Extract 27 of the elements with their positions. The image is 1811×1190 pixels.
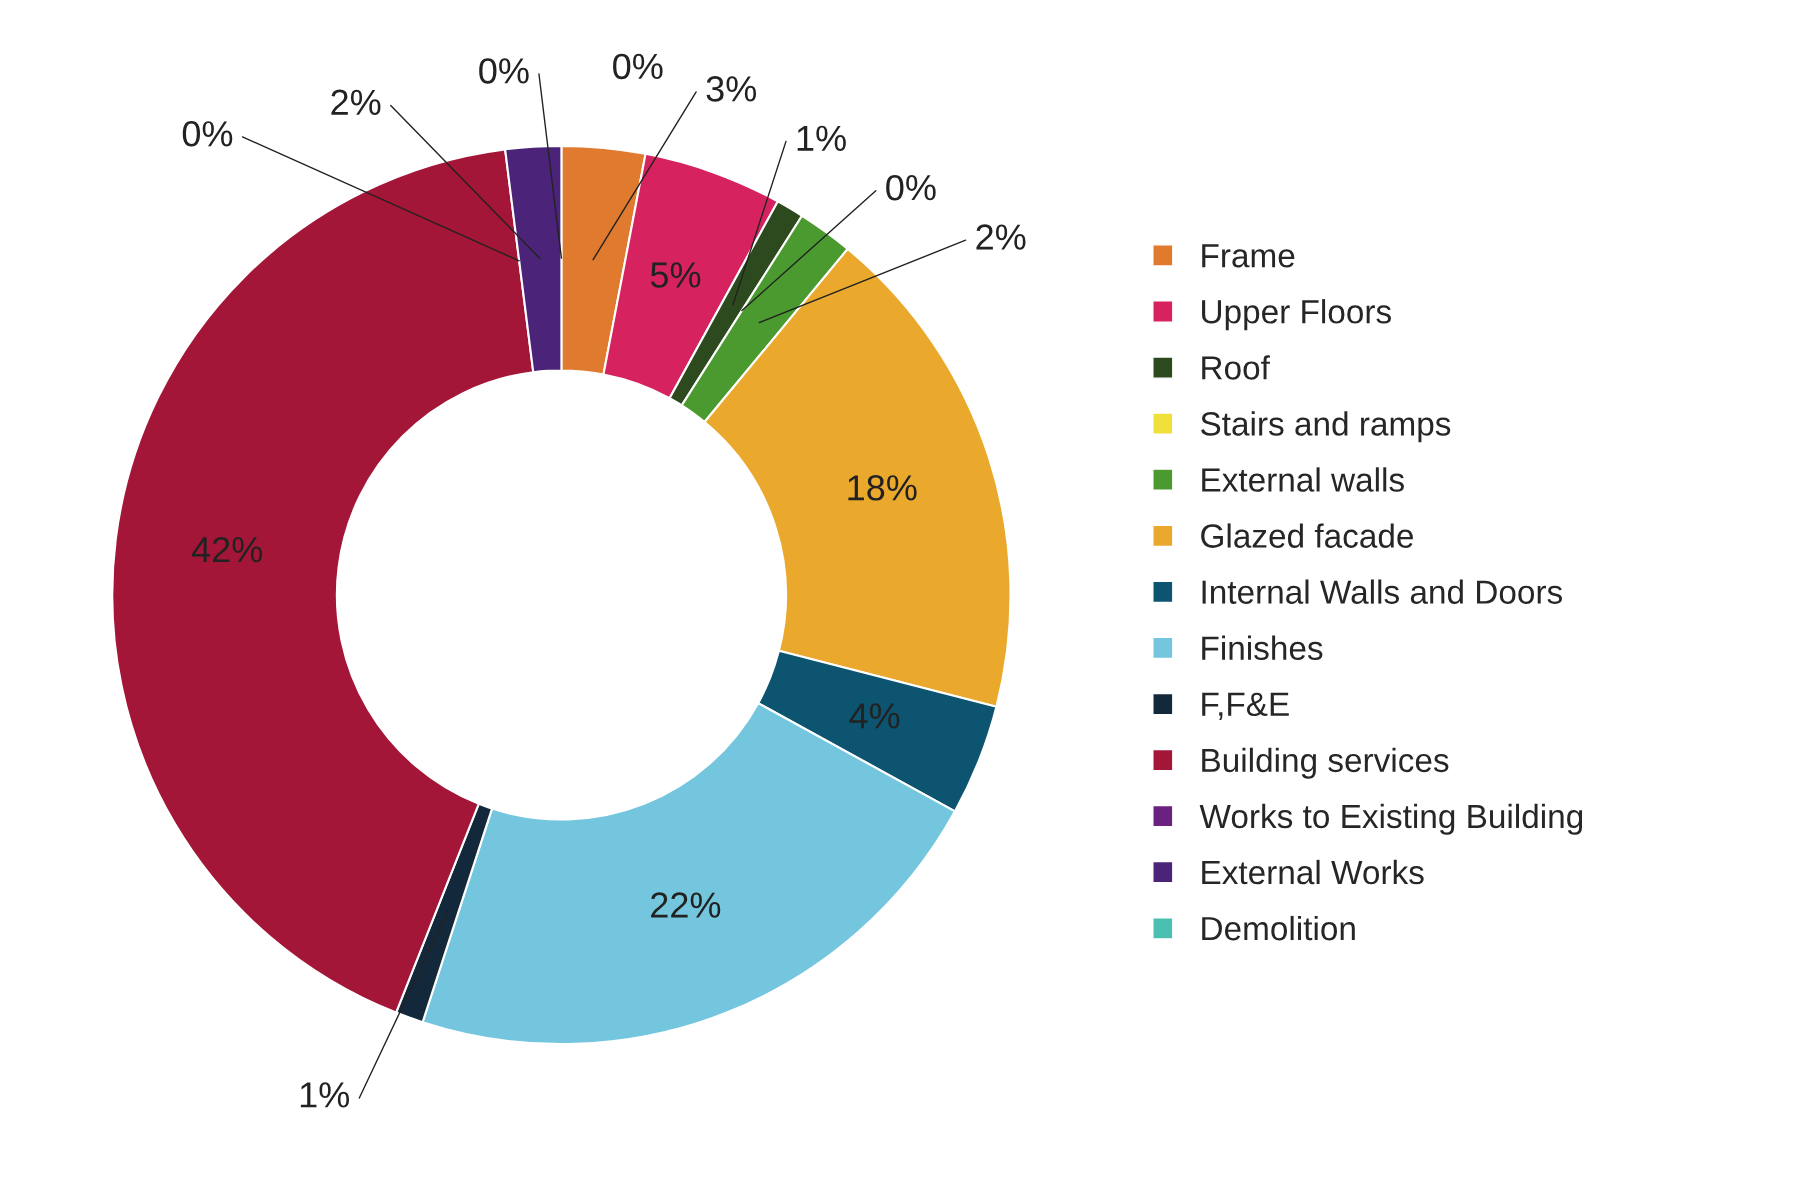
text: 0% bbox=[479, 58, 529, 84]
data-label: 2% bbox=[331, 89, 381, 115]
legend-label: Roof bbox=[1202, 355, 1270, 380]
data-label: 1% bbox=[797, 125, 846, 151]
legend-label: Finishes bbox=[1202, 635, 1323, 661]
legend-label: Internal Walls and Doors bbox=[1202, 579, 1563, 604]
data-label: 18% bbox=[848, 475, 917, 501]
legend-label: Upper Floors bbox=[1202, 299, 1391, 331]
data-label: 2% bbox=[976, 224, 1026, 250]
legend-label: Works to Existing Building bbox=[1199, 803, 1583, 835]
data-label: 1% bbox=[300, 1082, 350, 1108]
data-label: 42% bbox=[191, 536, 263, 563]
data-label: 22% bbox=[651, 892, 721, 918]
data-label: 3% bbox=[706, 76, 757, 102]
legend-label: Stairs and ramps bbox=[1201, 411, 1451, 443]
legend-label: Demolition bbox=[1202, 915, 1355, 941]
legend-label: F,F&E bbox=[1202, 692, 1289, 721]
legend-label: Glazed facade bbox=[1201, 523, 1413, 548]
legend-label: External walls bbox=[1202, 467, 1404, 492]
text: 0% bbox=[182, 121, 233, 147]
data-label: 4% bbox=[849, 703, 900, 729]
text: 0% bbox=[886, 174, 936, 201]
data-label: 5% bbox=[650, 262, 701, 288]
text: 0% bbox=[613, 53, 663, 80]
legend-label: Frame bbox=[1202, 244, 1295, 268]
legend-label: Building services bbox=[1202, 747, 1449, 779]
legend-label: External Works bbox=[1202, 859, 1424, 885]
